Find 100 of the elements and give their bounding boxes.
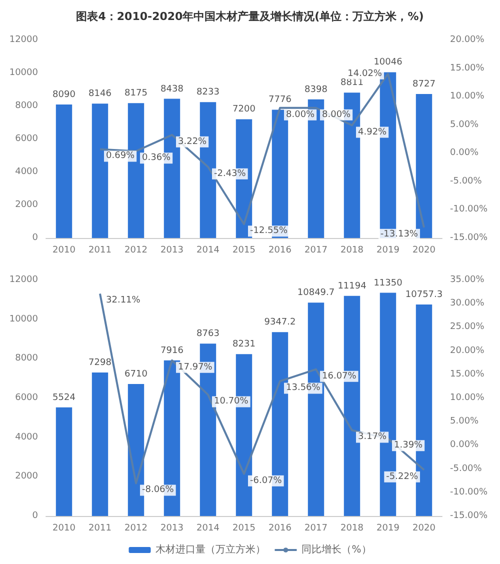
x-tick-label: 2020 — [412, 246, 436, 256]
y2-tick-label: -15.00% — [450, 233, 488, 243]
data-label: 8763 — [196, 329, 220, 340]
data-label: 5524 — [52, 392, 76, 403]
y2-tick-label: 5.00% — [450, 120, 480, 130]
x-tick-label: 2018 — [340, 524, 364, 534]
data-label: 14.02% — [348, 68, 382, 79]
y-tick-label: 10000 — [9, 314, 38, 324]
y-tick-label: 4000 — [15, 432, 38, 442]
data-label: -5.22% — [386, 472, 418, 482]
data-label: 8.00% — [322, 110, 352, 120]
y2-tick-label: 30.00% — [450, 298, 485, 309]
y2-tick-label: 10.00% — [450, 92, 485, 102]
data-label: 11194 — [338, 281, 367, 292]
x-tick-label: 2017 — [304, 246, 328, 256]
data-label: 8233 — [196, 88, 220, 98]
y2-tick-label: 0.00% — [450, 440, 480, 450]
data-label: 0.36% — [142, 153, 172, 164]
x-tick-label: 2012 — [124, 246, 148, 256]
data-label: 1.39% — [394, 440, 424, 451]
bar — [92, 372, 108, 516]
bar — [92, 104, 108, 238]
data-label: 8438 — [160, 84, 184, 94]
bar — [56, 104, 72, 238]
bar — [128, 384, 144, 516]
y-tick-label: 6000 — [15, 134, 38, 144]
y-tick-label: 8000 — [15, 101, 38, 111]
data-label: 8146 — [88, 89, 112, 100]
y2-tick-label: -10.00% — [450, 487, 488, 498]
x-tick-label: 2015 — [232, 524, 256, 534]
x-tick-label: 2014 — [196, 246, 220, 256]
data-label: 7916 — [160, 346, 184, 356]
data-label: 8175 — [124, 88, 148, 99]
data-label: 7776 — [268, 95, 292, 106]
data-label: 8090 — [52, 90, 76, 100]
y-tick-label: 4000 — [15, 167, 38, 177]
y2-tick-label: -5.00% — [450, 464, 482, 474]
y2-tick-label: 20.00% — [450, 35, 485, 45]
y-tick-label: 12000 — [9, 35, 38, 45]
y-tick-label: 2000 — [15, 200, 38, 210]
data-label: 8727 — [412, 80, 436, 90]
data-label: -6.07% — [250, 476, 282, 486]
chart-title: 图表4：2010-2020年中国木材产量及增长情况(单位：万立方米，%) — [76, 10, 424, 23]
data-label: 0.69% — [106, 151, 136, 162]
y-tick-label: 12000 — [9, 275, 38, 285]
data-label: 13.56% — [286, 383, 321, 394]
data-label: 8231 — [232, 340, 256, 350]
legend-label: 木材进口量（万立方米） — [156, 544, 266, 556]
y-tick-label: 2000 — [15, 472, 38, 482]
data-label: 17.97% — [178, 362, 213, 372]
x-tick-label: 2011 — [88, 524, 112, 534]
x-tick-label: 2017 — [304, 524, 328, 534]
data-label: -2.43% — [214, 168, 246, 179]
bar — [416, 94, 432, 238]
data-label: 7298 — [88, 358, 112, 368]
data-label: 10.70% — [214, 396, 249, 407]
y2-tick-label: 15.00% — [450, 369, 485, 380]
data-label: 10046 — [374, 58, 403, 68]
y2-tick-label: 25.00% — [450, 322, 485, 332]
data-label: 8.00% — [286, 110, 316, 120]
data-label: 10849.7 — [297, 288, 335, 298]
data-label: 10757.3 — [405, 290, 443, 300]
data-label: 8398 — [304, 84, 328, 95]
data-label: 3.17% — [358, 432, 388, 442]
y-tick-label: 6000 — [15, 393, 38, 403]
x-tick-label: 2020 — [412, 524, 436, 534]
data-label: 4.92% — [358, 127, 388, 138]
y2-tick-label: 35.00% — [450, 275, 485, 285]
data-label: 16.07% — [322, 371, 357, 382]
data-label: -8.06% — [142, 485, 174, 496]
x-tick-label: 2012 — [124, 524, 148, 534]
y-tick-label: 8000 — [15, 354, 38, 364]
y-tick-label: 0 — [32, 511, 38, 521]
x-tick-label: 2010 — [52, 246, 76, 256]
x-tick-label: 2019 — [376, 246, 400, 256]
data-label: 9347.2 — [264, 318, 296, 328]
data-label: -13.13% — [380, 229, 418, 240]
data-label: 8811 — [340, 78, 364, 88]
bar — [56, 407, 72, 516]
x-tick-label: 2018 — [340, 246, 364, 256]
x-tick-label: 2011 — [88, 246, 112, 256]
x-tick-label: 2015 — [232, 246, 256, 256]
data-label: 3.22% — [178, 136, 208, 147]
legend-label: 同比增长（%） — [302, 544, 372, 556]
y2-tick-label: 15.00% — [450, 63, 485, 74]
x-tick-label: 2010 — [52, 524, 76, 534]
y2-tick-label: -15.00% — [450, 511, 488, 521]
data-label: 11350 — [374, 278, 403, 288]
y2-tick-label: 0.00% — [450, 148, 480, 158]
x-tick-label: 2013 — [160, 524, 184, 534]
y2-tick-label: -10.00% — [450, 204, 488, 215]
data-label: -12.55% — [250, 226, 288, 236]
y-tick-label: 10000 — [9, 68, 38, 78]
data-label: 32.11% — [106, 296, 141, 306]
x-tick-label: 2013 — [160, 246, 184, 256]
data-label: 6710 — [124, 370, 148, 380]
x-tick-label: 2016 — [268, 246, 292, 256]
x-tick-label: 2014 — [196, 524, 220, 534]
y2-tick-label: 5.00% — [450, 416, 480, 427]
y2-tick-label: 10.00% — [450, 393, 485, 403]
